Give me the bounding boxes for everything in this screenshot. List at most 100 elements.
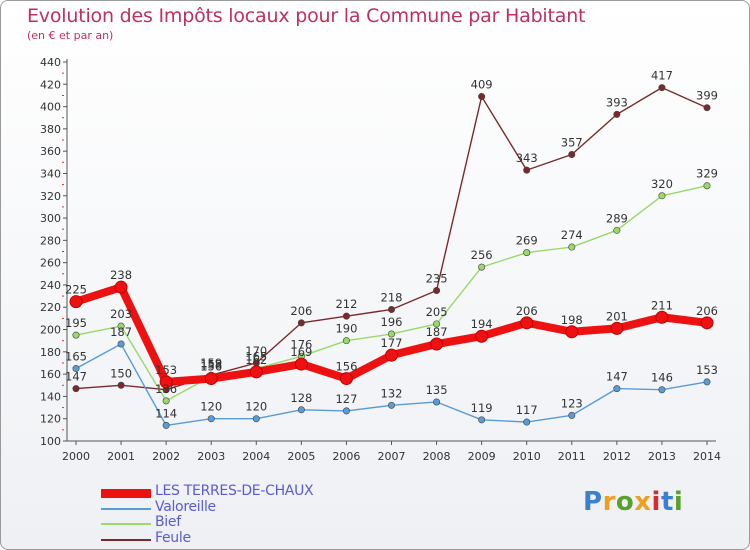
data-point bbox=[342, 337, 350, 345]
data-label: 159 bbox=[200, 356, 222, 370]
series-valoreille bbox=[72, 340, 711, 429]
legend-label: Valoreille bbox=[155, 498, 216, 515]
data-label: 187 bbox=[110, 325, 132, 339]
x-tick-label: 2009 bbox=[468, 450, 496, 463]
data-label: 123 bbox=[561, 396, 583, 410]
data-point bbox=[339, 372, 353, 386]
data-point bbox=[69, 295, 83, 309]
data-point bbox=[523, 418, 531, 426]
data-point bbox=[520, 316, 534, 330]
data-label: 117 bbox=[516, 403, 538, 417]
x-tick-label: 2010 bbox=[513, 450, 541, 463]
legend-label: LES TERRES-DE-CHAUX bbox=[155, 483, 314, 499]
legend-swatch bbox=[101, 507, 151, 510]
data-label: 201 bbox=[606, 309, 628, 323]
y-tick-label: 220 bbox=[40, 301, 61, 314]
data-point bbox=[204, 372, 218, 386]
data-label: 127 bbox=[335, 392, 357, 406]
x-tick-label: 2002 bbox=[152, 450, 180, 463]
y-tick-label: 280 bbox=[40, 234, 61, 247]
data-point bbox=[478, 93, 486, 101]
data-label: 203 bbox=[110, 307, 132, 321]
data-point bbox=[72, 365, 80, 373]
data-label: 187 bbox=[426, 325, 448, 339]
y-tick-label: 400 bbox=[40, 101, 61, 114]
data-label: 153 bbox=[696, 363, 718, 377]
data-label: 136 bbox=[155, 382, 177, 396]
data-label: 196 bbox=[381, 315, 403, 329]
data-label: 165 bbox=[65, 350, 87, 364]
data-label: 289 bbox=[606, 211, 628, 225]
x-tick-label: 2007 bbox=[378, 450, 406, 463]
data-label: 409 bbox=[471, 78, 493, 92]
data-label: 156 bbox=[335, 360, 357, 374]
data-label: 225 bbox=[65, 283, 87, 297]
data-label: 153 bbox=[155, 363, 177, 377]
y-tick-label: 120 bbox=[40, 413, 61, 426]
data-point bbox=[342, 312, 350, 320]
data-label: 212 bbox=[335, 297, 357, 311]
data-label: 274 bbox=[561, 228, 583, 242]
data-point bbox=[658, 386, 666, 394]
y-tick-label: 360 bbox=[40, 145, 61, 158]
data-point bbox=[162, 421, 170, 429]
data-point bbox=[114, 280, 128, 294]
x-tick-label: 2011 bbox=[558, 450, 586, 463]
legend-label: Bief bbox=[155, 514, 181, 530]
x-tick-label: 2014 bbox=[693, 450, 721, 463]
series-bief bbox=[72, 182, 711, 405]
data-point bbox=[568, 411, 576, 419]
y-tick-label: 260 bbox=[40, 257, 61, 270]
data-label: 211 bbox=[651, 298, 673, 312]
data-label: 329 bbox=[696, 167, 718, 181]
series-les-terres-de-chaux bbox=[69, 280, 714, 389]
data-point bbox=[568, 151, 576, 159]
legend-label: Feule bbox=[155, 529, 191, 546]
data-point bbox=[387, 401, 395, 409]
y-tick-label: 300 bbox=[40, 212, 61, 225]
data-point bbox=[207, 415, 215, 423]
data-point bbox=[297, 406, 305, 414]
data-label: 393 bbox=[606, 95, 628, 109]
series-feule bbox=[72, 84, 711, 394]
data-point bbox=[387, 305, 395, 313]
data-label: 206 bbox=[290, 304, 312, 318]
data-point bbox=[658, 84, 666, 92]
data-point bbox=[385, 348, 398, 362]
chart-subtitle: (en € et par an) bbox=[27, 29, 114, 42]
data-label: 146 bbox=[651, 371, 673, 385]
y-tick-label: 240 bbox=[40, 279, 61, 292]
data-label: 120 bbox=[245, 400, 267, 414]
data-point bbox=[565, 325, 579, 339]
data-label: 169 bbox=[290, 345, 312, 359]
data-label: 195 bbox=[65, 316, 87, 330]
data-label: 135 bbox=[426, 383, 448, 397]
data-point bbox=[700, 316, 714, 330]
data-point bbox=[613, 110, 621, 118]
x-tick-label: 2001 bbox=[107, 450, 135, 463]
data-point bbox=[478, 416, 486, 424]
data-point bbox=[433, 398, 441, 406]
data-label: 269 bbox=[516, 234, 538, 248]
data-label: 165 bbox=[245, 350, 267, 364]
data-point bbox=[117, 381, 125, 389]
data-label: 132 bbox=[381, 386, 403, 400]
x-tick-label: 2005 bbox=[287, 450, 315, 463]
data-label: 238 bbox=[110, 268, 132, 282]
x-tick-label: 2003 bbox=[197, 450, 225, 463]
data-point bbox=[658, 192, 666, 200]
data-point bbox=[568, 243, 576, 251]
data-point bbox=[433, 287, 441, 295]
x-tick-label: 2013 bbox=[648, 450, 676, 463]
data-point bbox=[252, 415, 260, 423]
data-label: 357 bbox=[561, 136, 583, 150]
data-label: 162 bbox=[245, 353, 267, 367]
data-point bbox=[297, 319, 305, 327]
data-point bbox=[72, 385, 80, 393]
data-label: 147 bbox=[65, 370, 87, 384]
data-label: 198 bbox=[561, 313, 583, 327]
y-tick-label: 440 bbox=[40, 56, 61, 69]
data-point bbox=[387, 330, 395, 338]
data-label: 399 bbox=[696, 89, 718, 103]
